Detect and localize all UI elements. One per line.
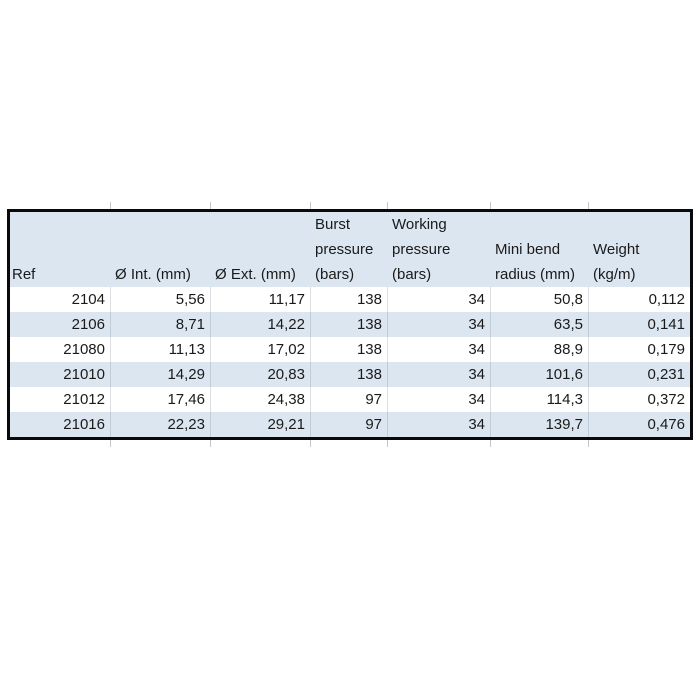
cell-r5c1[interactable]: 21012: [63, 391, 105, 408]
gridline-tick: [387, 202, 388, 209]
gridline-tick: [588, 202, 589, 209]
cell-r2c5[interactable]: 34: [387, 312, 490, 337]
cell-r5c6[interactable]: 114,3: [490, 387, 588, 412]
header-cell-working-pressure[interactable]: Working pressure (bars): [387, 212, 490, 287]
cell-r3c4[interactable]: 138: [310, 337, 387, 362]
cell-r4c4[interactable]: 138: [310, 362, 387, 387]
hose-specification-table: Ref Ø Int. (mm) Ø Ext. (mm) Burst pressure (b…: [7, 209, 693, 440]
gridline-tick: [310, 440, 311, 447]
cell-r3c6[interactable]: 88,9: [490, 337, 588, 362]
cell-r1c3[interactable]: 11,17: [210, 287, 310, 312]
gridline-tick: [110, 202, 111, 209]
header-line: Ref: [12, 266, 36, 283]
cell-r3c1[interactable]: 21080: [63, 341, 105, 358]
header-cell-burst-pressure[interactable]: Burst pressure (bars): [310, 212, 387, 287]
cell-r4c5[interactable]: 34: [387, 362, 490, 387]
cell-r2c3[interactable]: 14,22: [210, 312, 310, 337]
header-line: Ø Ext. (mm): [215, 266, 296, 283]
table-row: 21080 11,13 17,02 138 34 88,9 0,179: [10, 337, 690, 362]
cell-r5c4[interactable]: 97: [310, 387, 387, 412]
cell-r6c4[interactable]: 97: [310, 412, 387, 437]
cell-r6c3[interactable]: 29,21: [210, 412, 310, 437]
cell-r6c1[interactable]: 21016: [63, 416, 105, 433]
cell-r1c6[interactable]: 50,8: [490, 287, 588, 312]
cell-r1c7[interactable]: 0,112: [588, 287, 690, 312]
cell-r4c6[interactable]: 101,6: [490, 362, 588, 387]
cell-r5c7[interactable]: 0,372: [588, 387, 690, 412]
header-cell-ref[interactable]: Ref: [10, 212, 110, 287]
gridline-tick: [490, 440, 491, 447]
header-cell-int-diameter[interactable]: Ø Int. (mm): [110, 212, 210, 287]
cell-r3c3[interactable]: 17,02: [210, 337, 310, 362]
cell-r5c5[interactable]: 34: [387, 387, 490, 412]
header-line: Ø Int. (mm): [115, 266, 191, 283]
header-line: (bars): [315, 266, 355, 283]
cell-r1c1[interactable]: 2104: [71, 291, 105, 308]
cell-r5c3[interactable]: 24,38: [210, 387, 310, 412]
gridline-tick: [110, 440, 111, 447]
table-row: 21012 17,46 24,38 97 34 114,3 0,372: [10, 387, 690, 412]
cell-r1c2[interactable]: 5,56: [110, 287, 210, 312]
gridline-tick: [490, 202, 491, 209]
gridline-tick: [387, 440, 388, 447]
header-line: (bars): [392, 266, 432, 283]
table-row: 21016 22,23 29,21 97 34 139,7 0,476: [10, 412, 690, 437]
cell-r2c1[interactable]: 2106: [71, 316, 105, 333]
header-line: Burst: [315, 216, 351, 233]
header-cell-mini-bend-radius[interactable]: Mini bend radius (mm): [490, 212, 588, 287]
cell-r2c7[interactable]: 0,141: [588, 312, 690, 337]
cell-r6c2[interactable]: 22,23: [110, 412, 210, 437]
header-cell-ext-diameter[interactable]: Ø Ext. (mm): [210, 212, 310, 287]
cell-r6c7[interactable]: 0,476: [588, 412, 690, 437]
cell-r4c2[interactable]: 14,29: [110, 362, 210, 387]
cell-r3c5[interactable]: 34: [387, 337, 490, 362]
cell-r2c6[interactable]: 63,5: [490, 312, 588, 337]
header-line: pressure: [392, 241, 451, 258]
header-line: pressure: [315, 241, 374, 258]
table-header-row: Ref Ø Int. (mm) Ø Ext. (mm) Burst pressure (b…: [10, 212, 690, 287]
gridline-tick: [210, 440, 211, 447]
cell-r4c1[interactable]: 21010: [63, 366, 105, 383]
gridline-tick: [588, 440, 589, 447]
header-line: radius (mm): [495, 266, 576, 283]
header-line: (kg/m): [593, 266, 636, 283]
cell-r1c4[interactable]: 138: [310, 287, 387, 312]
table-row: 21010 14,29 20,83 138 34 101,6 0,231: [10, 362, 690, 387]
cell-r4c7[interactable]: 0,231: [588, 362, 690, 387]
header-line: Weight: [593, 241, 640, 258]
cell-r5c2[interactable]: 17,46: [110, 387, 210, 412]
cell-r3c7[interactable]: 0,179: [588, 337, 690, 362]
header-cell-weight[interactable]: Weight (kg/m): [588, 212, 690, 287]
cell-r6c6[interactable]: 139,7: [490, 412, 588, 437]
cell-r2c4[interactable]: 138: [310, 312, 387, 337]
gridline-tick: [310, 202, 311, 209]
table-row: 2104 5,56 11,17 138 34 50,8 0,112: [10, 287, 690, 312]
header-line: Working: [392, 216, 447, 233]
cell-r3c2[interactable]: 11,13: [110, 337, 210, 362]
cell-r4c3[interactable]: 20,83: [210, 362, 310, 387]
table-body: 2104 5,56 11,17 138 34 50,8 0,112 2106 8,71 14,22…: [10, 287, 690, 437]
gridline-tick: [210, 202, 211, 209]
header-line: Mini bend: [495, 241, 561, 258]
cell-r2c2[interactable]: 8,71: [110, 312, 210, 337]
table-row: 2106 8,71 14,22 138 34 63,5 0,141: [10, 312, 690, 337]
cell-r6c5[interactable]: 34: [387, 412, 490, 437]
cell-r1c5[interactable]: 34: [387, 287, 490, 312]
